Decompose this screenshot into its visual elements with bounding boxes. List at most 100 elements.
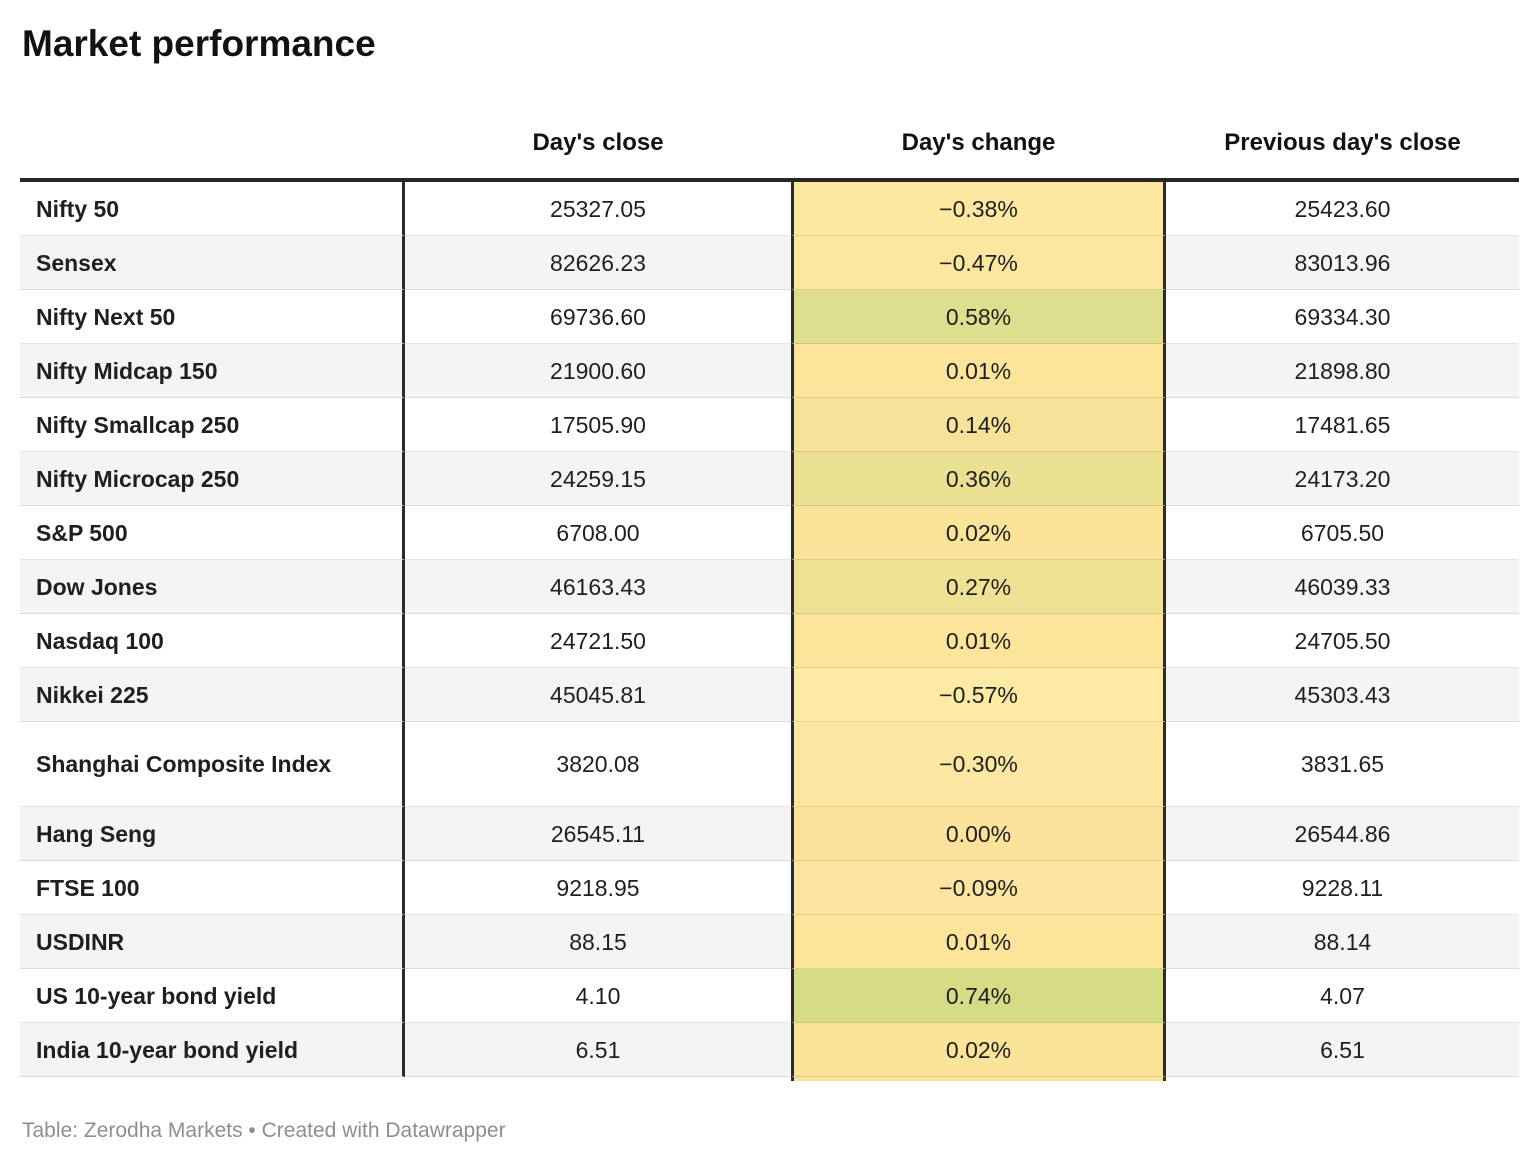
prev-close-value: 45303.43 [1166,668,1519,722]
days-change-value: 0.02% [791,506,1166,560]
days-change-value: −0.38% [791,182,1166,236]
days-change-value: 0.01% [791,344,1166,398]
days-close-value: 24721.50 [405,614,791,668]
days-change-value: −0.47% [791,236,1166,290]
row-label-text: US 10-year bond yield [36,982,277,1009]
table-row: Nifty Microcap 250 24259.15 0.36% 24173.… [20,452,1519,506]
days-change-value: −0.57% [791,668,1166,722]
table-row: Hang Seng 26545.11 0.00% 26544.86 [20,807,1519,861]
column-header-empty [20,128,405,158]
row-label: Nifty Microcap 250 [20,452,405,506]
row-label: FTSE 100 [20,861,405,915]
prev-close-value: 88.14 [1166,915,1519,969]
days-change-value: 0.58% [791,290,1166,344]
days-close-value: 4.10 [405,969,791,1023]
row-label-text: Nifty 50 [36,195,120,222]
attribution: Table: Zerodha Markets • Created with Da… [22,1119,506,1142]
page-title: Market performance [22,23,376,64]
prev-close-value: 25423.60 [1166,182,1519,236]
table-row: Nasdaq 100 24721.50 0.01% 24705.50 [20,614,1519,668]
days-change-value: 0.74% [791,969,1166,1023]
row-label: S&P 500 [20,506,405,560]
prev-close-value: 9228.11 [1166,861,1519,915]
prev-close-value: 4.07 [1166,969,1519,1023]
row-label-text: Nifty Next 50 [36,303,176,330]
days-change-value: −0.30% [791,722,1166,807]
days-close-value: 82626.23 [405,236,791,290]
row-label-text: Dow Jones [36,573,158,600]
days-change-value: 0.27% [791,560,1166,614]
row-label: Nasdaq 100 [20,614,405,668]
row-label: Nifty Smallcap 250 [20,398,405,452]
table-row: S&P 500 6708.00 0.02% 6705.50 [20,506,1519,560]
row-label: Shanghai Composite Index [20,722,405,807]
table-row: Sensex 82626.23 −0.47% 83013.96 [20,236,1519,290]
days-close-value: 69736.60 [405,290,791,344]
days-change-value: 0.00% [791,807,1166,861]
table-row: Nifty Next 50 69736.60 0.58% 69334.30 [20,290,1519,344]
table-row: Nifty Midcap 150 21900.60 0.01% 21898.80 [20,344,1519,398]
table-row: US 10-year bond yield 4.10 0.74% 4.07 [20,969,1519,1023]
table-row: FTSE 100 9218.95 −0.09% 9228.11 [20,861,1519,915]
row-label: Nikkei 225 [20,668,405,722]
days-close-value: 3820.08 [405,722,791,807]
row-label-text: Nifty Midcap 150 [36,357,218,384]
prev-close-value: 26544.86 [1166,807,1519,861]
row-label-text: Nifty Microcap 250 [36,465,240,492]
column-header-days-change: Day's change [901,129,1056,156]
days-change-value: −0.09% [791,861,1166,915]
days-change-value: 0.02% [791,1023,1166,1077]
row-label-text: Nikkei 225 [36,681,149,708]
row-label: India 10-year bond yield [20,1023,405,1077]
prev-close-value: 69334.30 [1166,290,1519,344]
row-label-text: USDINR [36,928,125,955]
row-label: Dow Jones [20,560,405,614]
days-close-value: 24259.15 [405,452,791,506]
days-close-value: 45045.81 [405,668,791,722]
prev-close-value: 46039.33 [1166,560,1519,614]
days-close-value: 25327.05 [405,182,791,236]
column-header-prev-close: Previous day's close [1224,129,1461,156]
days-close-value: 17505.90 [405,398,791,452]
table-row: Shanghai Composite Index 3820.08 −0.30% … [20,722,1519,807]
days-close-value: 6.51 [405,1023,791,1077]
table-row: USDINR 88.15 0.01% 88.14 [20,915,1519,969]
days-close-value: 46163.43 [405,560,791,614]
row-label-text: FTSE 100 [36,874,140,901]
table-row: Nikkei 225 45045.81 −0.57% 45303.43 [20,668,1519,722]
column-header-days-close: Day's close [532,129,664,156]
days-close-value: 9218.95 [405,861,791,915]
prev-close-value: 6705.50 [1166,506,1519,560]
prev-close-value: 24705.50 [1166,614,1519,668]
days-change-value: 0.01% [791,915,1166,969]
prev-close-value: 21898.80 [1166,344,1519,398]
row-label-text: Sensex [36,249,117,276]
row-label: Sensex [20,236,405,290]
row-label-text: Shanghai Composite Index [36,751,332,777]
row-label-text: S&P 500 [36,519,128,546]
row-label: Nifty 50 [20,182,405,236]
row-label: USDINR [20,915,405,969]
table-row: Nifty Smallcap 250 17505.90 0.14% 17481.… [20,398,1519,452]
table-row: Nifty 50 25327.05 −0.38% 25423.60 [20,182,1519,236]
prev-close-value: 6.51 [1166,1023,1519,1077]
table-row: India 10-year bond yield 6.51 0.02% 6.51 [20,1023,1519,1077]
days-close-value: 6708.00 [405,506,791,560]
prev-close-value: 83013.96 [1166,236,1519,290]
prev-close-value: 17481.65 [1166,398,1519,452]
table-row: Dow Jones 46163.43 0.27% 46039.33 [20,560,1519,614]
row-label: Nifty Next 50 [20,290,405,344]
change-column-tail [791,1077,1166,1081]
days-change-value: 0.01% [791,614,1166,668]
row-label-text: Nasdaq 100 [36,627,164,654]
days-close-value: 88.15 [405,915,791,969]
days-change-value: 0.36% [791,452,1166,506]
row-label-text: Nifty Smallcap 250 [36,411,240,438]
days-change-value: 0.14% [791,398,1166,452]
market-table: Nifty 50 25327.05 −0.38% 25423.60 Sensex… [20,178,1519,1077]
table-header: Day's close Day's change Previous day's … [20,128,1519,178]
days-close-value: 21900.60 [405,344,791,398]
row-label-text: India 10-year bond yield [36,1036,299,1063]
row-label: US 10-year bond yield [20,969,405,1023]
